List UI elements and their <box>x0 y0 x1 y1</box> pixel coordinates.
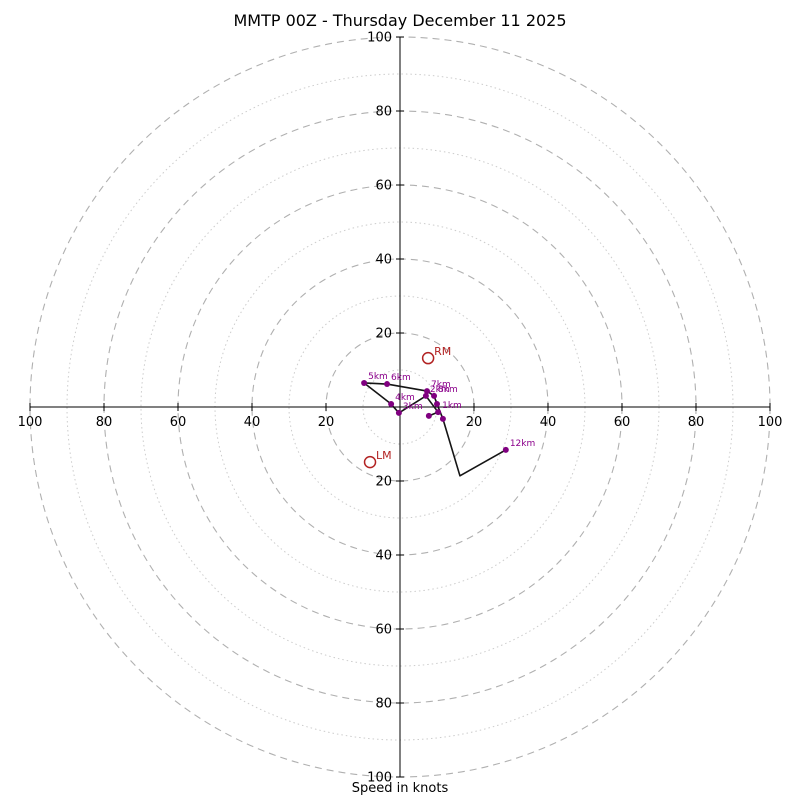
x-axis-tick-label: 20 <box>318 415 335 430</box>
storm-motion-lm-marker <box>363 455 377 469</box>
y-axis-tick-label: 40 <box>375 549 392 564</box>
storm-motion-lm-label: LM <box>376 449 392 462</box>
level-label-5km: 5km <box>368 372 388 382</box>
y-axis-tick-label: 80 <box>375 697 392 712</box>
y-axis-tick-label: 20 <box>375 475 392 490</box>
level-dot-7km <box>424 388 431 395</box>
level-dot-sfc <box>425 412 432 419</box>
storm-motion-rm-label: RM <box>434 345 451 358</box>
level-dot-5km <box>361 379 368 386</box>
level-dot-1km <box>435 409 442 416</box>
level-label-7km: 7km <box>431 380 451 390</box>
level-dot-2km <box>422 392 429 399</box>
y-axis-tick-label: 60 <box>375 623 392 638</box>
level-dot-10km <box>439 415 446 422</box>
level-dot-6km <box>384 381 391 388</box>
chart-title: MMTP 00Z - Thursday December 11 2025 <box>233 11 567 30</box>
x-axis-tick-label: 80 <box>96 415 113 430</box>
level-label-4km: 4km <box>395 393 415 403</box>
level-label-8km: 8km <box>438 385 458 395</box>
level-label-2km: 2km <box>430 385 450 395</box>
level-dot-3km <box>395 409 402 416</box>
y-axis-tick-label: 60 <box>375 179 392 194</box>
x-axis-label: Speed in knots <box>351 781 449 796</box>
x-axis-tick-label: 40 <box>540 415 557 430</box>
y-axis-tick-label: 100 <box>367 31 392 46</box>
level-dot-4km <box>388 401 395 408</box>
y-axis-tick-label: 20 <box>375 327 392 342</box>
y-axis-tick-label: 80 <box>375 105 392 120</box>
level-dot-8km <box>431 392 438 399</box>
level-label-12km: 12km <box>510 439 535 449</box>
x-axis-tick-label: 60 <box>170 415 187 430</box>
y-axis-tick-label: 100 <box>367 771 392 786</box>
x-axis-tick-label: 40 <box>244 415 261 430</box>
storm-motion-rm-marker <box>421 351 435 365</box>
x-axis-tick-label: 100 <box>758 415 783 430</box>
y-axis-tick-label: 40 <box>375 253 392 268</box>
level-dot-9km <box>434 401 440 408</box>
x-axis-tick-label: 80 <box>688 415 705 430</box>
level-label-6km: 6km <box>391 373 411 383</box>
x-axis-tick-label: 60 <box>614 415 631 430</box>
level-label-3km: 3km <box>403 402 423 412</box>
level-label-1km: 1km <box>442 401 462 411</box>
x-axis-tick-label: 20 <box>466 415 483 430</box>
x-axis-tick-label: 100 <box>18 415 43 430</box>
level-dot-12km <box>502 446 509 453</box>
